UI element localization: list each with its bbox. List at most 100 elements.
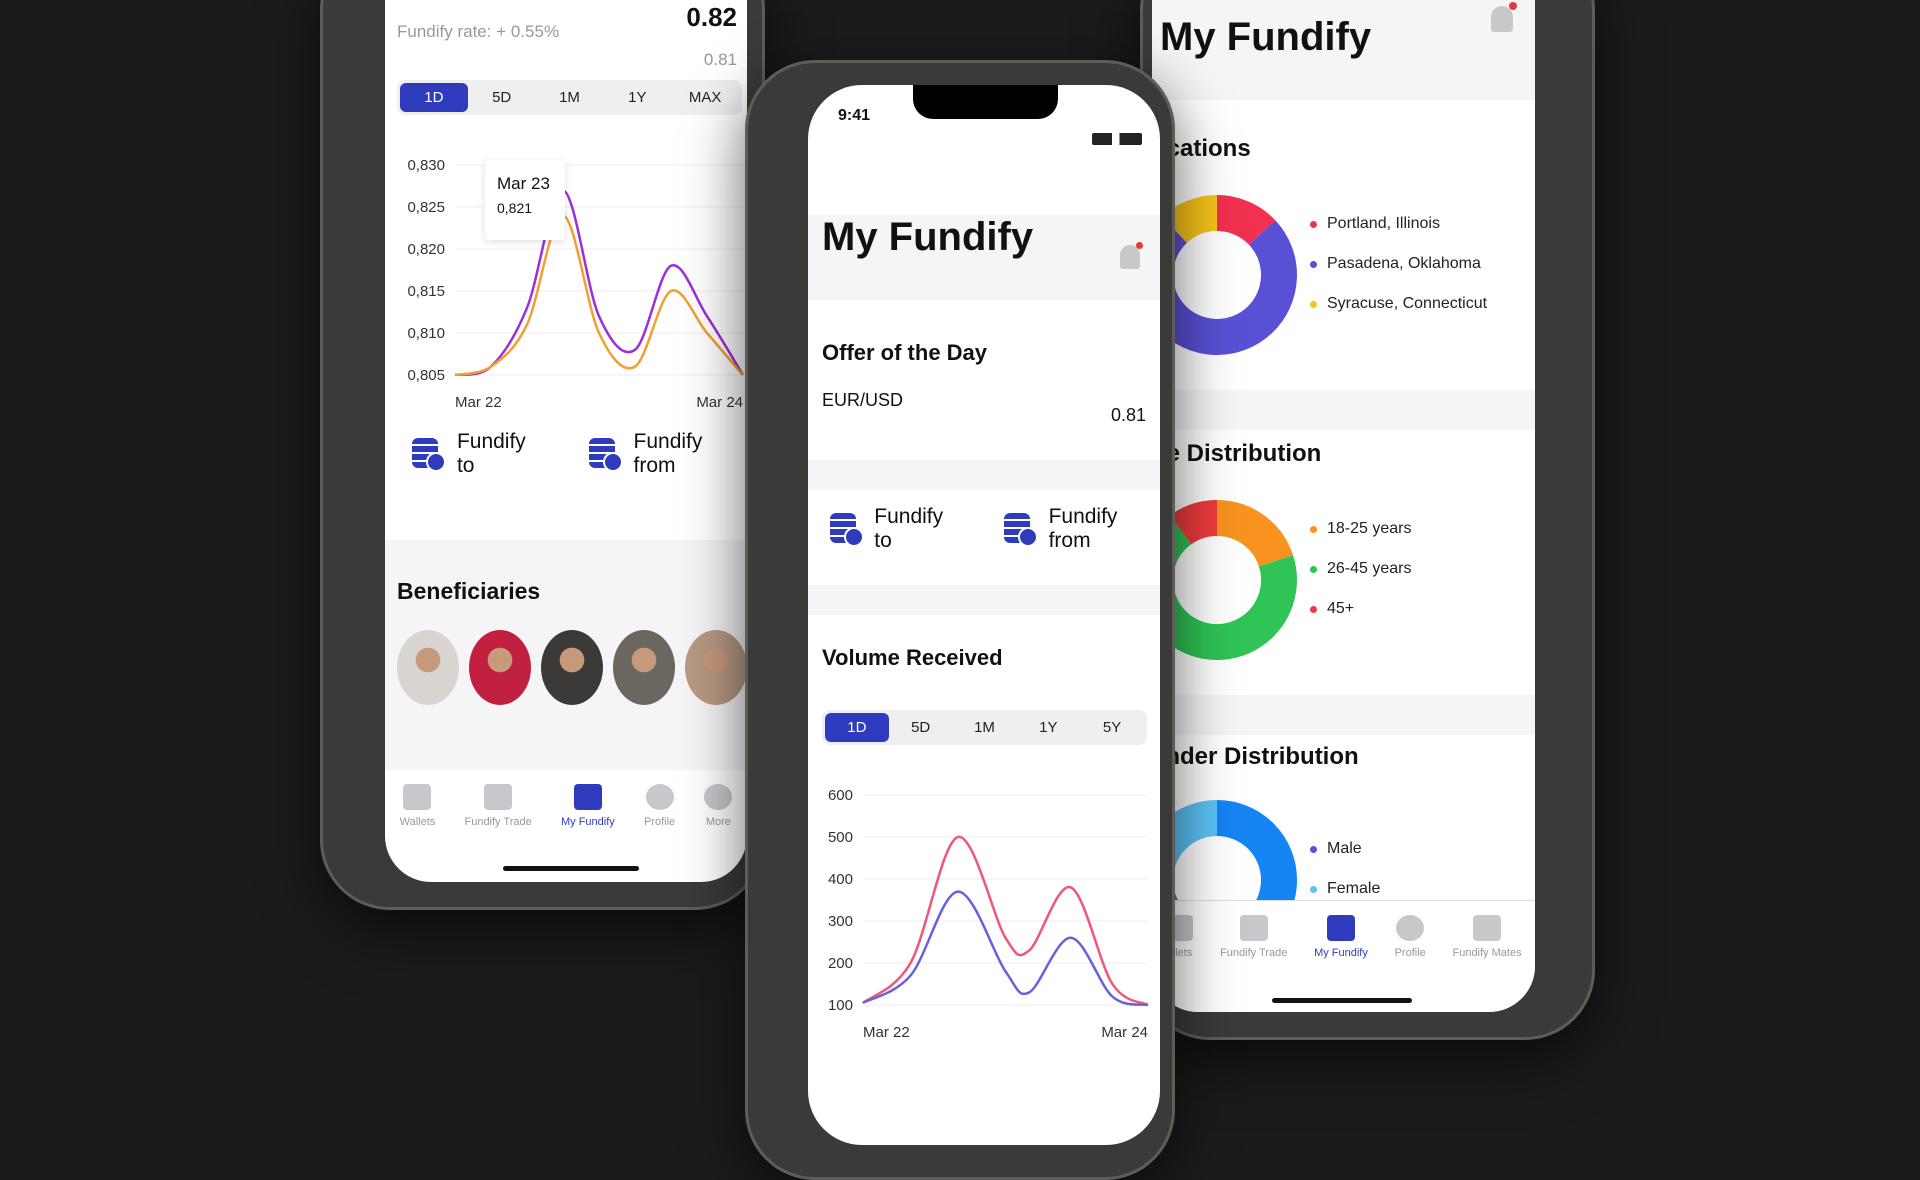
age-title: ge Distribution <box>1152 440 1322 467</box>
nav-label: More <box>705 816 731 828</box>
nav-item-fundify-trade[interactable]: Fundify Trade <box>1220 915 1287 959</box>
fundify-to-label: Fundify to <box>456 430 526 477</box>
nav-item-wallets[interactable]: Wallets <box>399 784 436 828</box>
range-max[interactable]: MAX <box>688 89 722 106</box>
coins-down-icon <box>1002 509 1039 549</box>
fundify-from-button[interactable]: Fundify from <box>587 430 747 478</box>
range-1d[interactable]: 1D <box>825 713 889 742</box>
volume-chart: 600 500 400 300 200 100 Mar 22 Mar 24 <box>828 787 1149 1041</box>
legend-item: 18-25 years <box>1310 520 1412 538</box>
right-screen: My Fundify ocations ge Distribution ende… <box>1152 0 1535 1012</box>
nav-item-my-fundify[interactable]: My Fundify <box>1314 915 1368 959</box>
offer-title: Offer of the Day <box>822 340 988 365</box>
legend-item: Pasadena, Oklahoma <box>1310 255 1487 273</box>
fundify-rate: Fundify rate: + 0.55% <box>397 22 560 41</box>
legend-item: 26-45 years <box>1310 560 1412 578</box>
legend-label: 45+ <box>1327 600 1355 617</box>
series-line-0 <box>862 835 1149 1007</box>
nav-label: Fundify Mates <box>1452 947 1522 959</box>
legend-dot <box>1310 565 1317 573</box>
bottom-nav: Wallets Fundify Trade My Fundify Profile Mor… <box>385 770 747 882</box>
beneficiaries-section: Beneficiaries <box>385 540 747 770</box>
legend-dot <box>1310 525 1317 533</box>
series-line-0 <box>454 188 745 377</box>
dashboard-icon <box>573 784 602 810</box>
fundify-from-label: Fundify from <box>633 430 703 477</box>
y-tick-label: 0,830 <box>407 157 445 174</box>
x-tick-label: Mar 22 <box>455 394 502 411</box>
nav-item-my-fundify[interactable]: My Fundify <box>561 784 615 828</box>
nav-item-fundify-mates[interactable]: Fundify Mates <box>1452 915 1522 959</box>
pair-value: 0.81 <box>1110 405 1146 425</box>
legend-item: Female <box>1310 880 1380 898</box>
range-1y[interactable]: 1Y <box>628 89 647 106</box>
notch <box>913 85 1058 119</box>
x-tick-label: Mar 24 <box>1101 1024 1148 1041</box>
fundify-to-button[interactable]: Fundify to <box>828 505 962 553</box>
range-1m[interactable]: 1M <box>974 719 995 736</box>
legend-label: Male <box>1327 840 1362 857</box>
nav-label: Wallets <box>399 816 436 828</box>
nav-label: My Fundify <box>560 816 615 828</box>
legend-dot <box>1310 220 1317 228</box>
range-5d[interactable]: 5D <box>492 89 512 106</box>
beneficiary-avatars <box>397 630 747 705</box>
legend-label: 18-25 years <box>1327 520 1412 537</box>
nav-item-profile[interactable]: Profile <box>1395 915 1426 959</box>
beneficiary-avatar[interactable] <box>613 630 675 705</box>
y-tick-label: 0,820 <box>407 241 445 258</box>
donut-slice <box>1169 500 1218 545</box>
y-tick-label: 200 <box>828 955 853 972</box>
range-1m[interactable]: 1M <box>559 89 580 106</box>
legend-label: Portland, Illinois <box>1327 215 1440 232</box>
legend-label: 26-45 years <box>1327 560 1412 577</box>
nav-item-profile[interactable]: Profile <box>644 784 675 828</box>
locations-legend: Portland, Illinois Pasadena, Oklahoma Syra… <box>1310 215 1487 335</box>
series-line-1 <box>862 890 1149 1007</box>
beneficiary-avatar[interactable] <box>397 630 459 705</box>
notification-bell-icon[interactable] <box>1120 242 1143 269</box>
nav-label: Profile <box>1394 947 1426 959</box>
beneficiary-avatar[interactable] <box>685 630 747 705</box>
y-tick-label: 300 <box>828 913 853 930</box>
nav-label: Fundify Trade <box>464 816 532 828</box>
x-tick-label: Mar 24 <box>696 394 743 411</box>
range-1y[interactable]: 1Y <box>1039 719 1058 736</box>
y-tick-label: 500 <box>828 829 853 846</box>
y-tick-label: 0,805 <box>407 367 445 384</box>
middle-screen: 9:41 My Fundify Offer of the Day EUR/USD… <box>808 85 1160 1145</box>
y-tick-label: 600 <box>828 787 853 804</box>
y-tick-label: 0,815 <box>407 283 445 300</box>
gavel-icon <box>484 784 513 810</box>
gender-legend: Male Female <box>1310 840 1380 920</box>
beneficiary-avatar[interactable] <box>469 630 531 705</box>
rate-chart: 0,830 0,825 0,820 0,815 0,810 0,805 Mar 22 Mar … <box>407 157 745 411</box>
nav-item-fundify-trade[interactable]: Fundify Trade <box>464 784 532 828</box>
page-title: My Fundify <box>822 215 1034 259</box>
gender-title: ender Distribution <box>1152 743 1359 770</box>
gavel-icon <box>1239 915 1268 941</box>
legend-item: Male <box>1310 840 1380 858</box>
currency-pair: EUR/USD <box>822 390 904 410</box>
legend-dot <box>1310 845 1317 853</box>
legend-dot <box>1310 260 1317 268</box>
fundify-to-button[interactable]: Fundify to <box>410 430 547 478</box>
range-5d[interactable]: 5D <box>911 719 931 736</box>
home-indicator <box>1272 998 1412 1003</box>
nav-item-more[interactable]: More <box>704 784 733 828</box>
page-title: My Fundify <box>1160 15 1372 59</box>
range-1d[interactable]: 1D <box>400 83 468 112</box>
range-selector: 1D 5D 1M 1Y 5Y <box>822 710 1147 745</box>
legend-dot <box>1310 300 1317 308</box>
donut-slice <box>1216 195 1276 246</box>
legend-label: Female <box>1327 880 1381 897</box>
age-legend: 18-25 years 26-45 years 45+ <box>1310 520 1412 640</box>
home-indicator <box>503 866 639 871</box>
coins-down-icon <box>587 434 624 474</box>
volume-title: Volume Received <box>822 645 1003 670</box>
legend-label: Pasadena, Oklahoma <box>1327 255 1481 272</box>
beneficiary-avatar[interactable] <box>541 630 603 705</box>
notification-bell-icon[interactable] <box>1491 2 1517 32</box>
fundify-from-button[interactable]: Fundify from <box>1002 505 1160 553</box>
range-5y[interactable]: 5Y <box>1102 719 1122 736</box>
